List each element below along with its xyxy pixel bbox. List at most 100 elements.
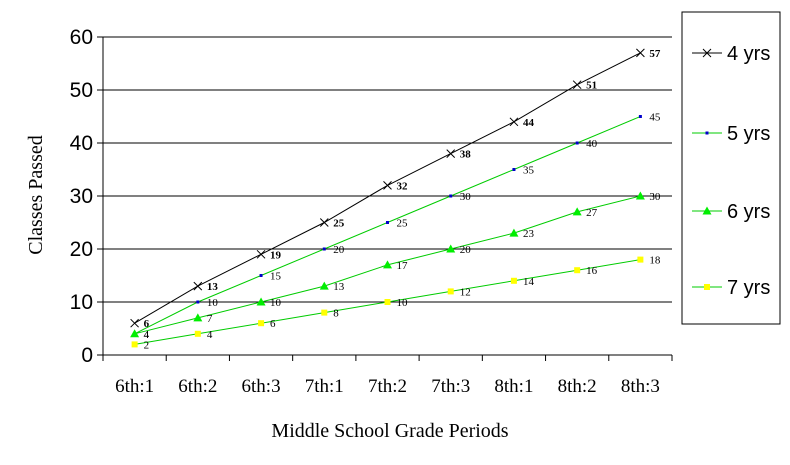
x-tick-label: 6th:3 (242, 376, 281, 397)
data-point-x-marker (636, 48, 645, 58)
data-point-dot (512, 168, 516, 171)
legend-item: 4 yrs (692, 43, 770, 65)
data-label: 6 (270, 318, 276, 330)
data-label: 23 (523, 228, 535, 240)
data-label: 2 (144, 339, 150, 351)
data-point-triangle (383, 260, 392, 269)
legend-item: 6 yrs (692, 201, 770, 223)
data-point-triangle (702, 206, 712, 215)
data-point-x-marker (446, 149, 456, 158)
data-point-square (510, 277, 517, 284)
legend-label: 6 yrs (727, 201, 770, 223)
data-label: 35 (523, 165, 535, 177)
data-label: 45 (649, 112, 661, 124)
x-marker-stroke (572, 80, 582, 90)
data-label: 13 (333, 281, 345, 293)
x-tick-label: 8th:3 (621, 376, 660, 397)
x-tick-label: 8th:1 (494, 376, 533, 397)
y-tick-label: 0 (81, 344, 93, 367)
data-point-square (131, 341, 138, 348)
data-label: 8 (333, 308, 339, 320)
data-label: 40 (586, 138, 598, 150)
data-point-square (574, 267, 581, 274)
series-0: 6 13 19 25 32 38 44 51 57 (130, 48, 661, 330)
data-label: 15 (270, 271, 282, 283)
data-point-x-marker (572, 80, 582, 90)
data-label: 6 (144, 318, 150, 330)
data-label: 14 (523, 276, 535, 288)
legend: 4 yrs 5 yrs 6 yrs 7 yrs (681, 11, 781, 325)
data-point-dot (259, 274, 263, 277)
data-point-dot (386, 221, 389, 224)
data-label: 44 (523, 117, 535, 129)
gridlines (103, 36, 672, 303)
data-label: 10 (397, 297, 409, 309)
data-point-dot (575, 141, 579, 145)
data-label: 57 (649, 48, 661, 60)
y-axis-title: Classes Passed (25, 135, 47, 254)
data-label: 20 (333, 244, 345, 256)
y-tick-label: 20 (70, 238, 93, 261)
data-point-triangle (509, 228, 519, 237)
data-label: 4 (144, 329, 150, 341)
data-point-square (384, 299, 391, 305)
data-point-square (447, 288, 454, 295)
data-label: 25 (397, 218, 409, 230)
y-tick-label: 50 (70, 79, 93, 102)
data-label: 13 (207, 281, 219, 293)
legend-label: 7 yrs (727, 277, 770, 299)
data-label: 38 (460, 149, 472, 161)
data-label: 27 (586, 207, 598, 219)
data-label: 32 (397, 180, 409, 192)
data-point-triangle (130, 329, 140, 338)
data-point-triangle (256, 297, 266, 306)
data-point-triangle (446, 244, 456, 253)
data-point-triangle (572, 207, 582, 216)
x-tick-label: 6th:1 (115, 376, 154, 397)
data-label: 16 (586, 265, 598, 277)
x-marker-stroke (383, 181, 392, 190)
x-marker-stroke (193, 281, 203, 291)
series-2: 4 7 10 13 17 20 23 27 30 (130, 191, 661, 341)
x-marker-stroke (130, 318, 139, 328)
x-tick-label: 7th:3 (431, 376, 470, 397)
x-marker-stroke (509, 117, 519, 127)
y-axis-ticks: 0 10 20 30 40 50 60 (70, 26, 103, 367)
data-label: 7 (207, 313, 213, 325)
data-point-x-marker (130, 318, 139, 328)
legend-label: 4 yrs (727, 43, 770, 65)
data-point-square (321, 309, 328, 316)
x-tick-label: 6th:2 (178, 376, 217, 397)
data-label: 12 (460, 286, 471, 298)
data-point-square (637, 256, 644, 263)
data-point-x-marker (702, 48, 712, 58)
legend-label: 5 yrs (727, 123, 770, 145)
data-point-dot (705, 131, 709, 135)
x-tick-label: 7th:1 (305, 376, 344, 397)
data-label: 25 (333, 218, 345, 230)
data-point-square (704, 284, 710, 290)
x-axis-ticks: 6th:1 6th:2 6th:3 7th:1 7th:2 7th:3 8th:1 8th:2… (102, 355, 673, 397)
y-tick-label: 30 (70, 185, 93, 208)
data-point-dot (449, 194, 453, 198)
data-point-triangle (193, 313, 203, 322)
data-point-x-marker (383, 181, 392, 190)
x-tick-label: 8th:2 (558, 376, 597, 397)
data-point-x-marker (193, 281, 203, 291)
data-label: 30 (460, 191, 472, 203)
data-point-x-marker (509, 117, 519, 127)
x-marker-stroke (256, 249, 266, 259)
series-group: 6 13 19 25 32 38 44 51 57 4 10 15 20 25 30 35 40 45 4 7 10 13… (130, 48, 661, 351)
y-tick-label: 60 (70, 26, 93, 49)
legend-item: 5 yrs (692, 123, 770, 145)
data-label: 10 (270, 297, 282, 309)
y-tick-label: 10 (70, 291, 93, 314)
legend-item: 7 yrs (692, 277, 770, 299)
data-label: 18 (649, 255, 661, 267)
data-label: 51 (586, 80, 597, 92)
x-marker-stroke (636, 48, 645, 58)
data-label: 10 (207, 297, 219, 309)
data-label: 4 (207, 329, 213, 341)
